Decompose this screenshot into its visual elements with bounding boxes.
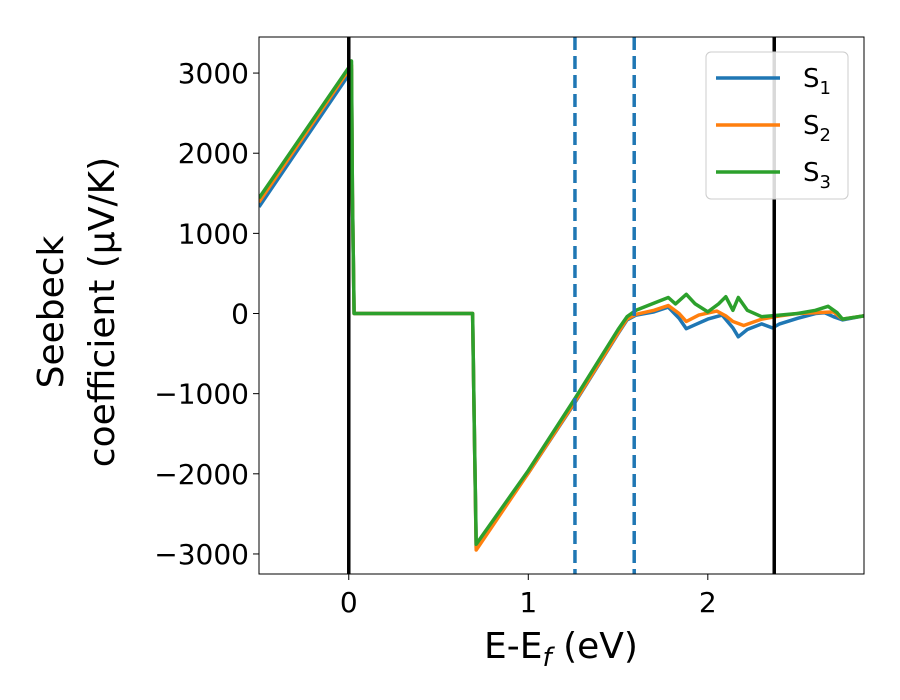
y-tick-label: 3000 [178, 57, 249, 90]
series-lines [259, 59, 864, 552]
y-axis-label-line-1: Seebeck [31, 235, 72, 388]
y-tick-label: −3000 [154, 538, 249, 571]
x-tick-label: 2 [699, 586, 717, 619]
y-axis-ticks: 3000 2000 1000 0 −1000 −2000 −3000 [154, 57, 259, 571]
x-tick-label: 0 [340, 586, 358, 619]
y-tick-label: −1000 [154, 378, 249, 411]
x-axis-ticks: 0 1 2 [340, 574, 717, 619]
y-tick-label: −2000 [154, 458, 249, 491]
y-tick-label: 1000 [178, 217, 249, 250]
x-tick-label: 1 [519, 586, 537, 619]
y-axis-label-line-2: coefficient (µV/K) [82, 157, 123, 467]
series-line-s3 [259, 59, 864, 547]
y-tick-label: 0 [231, 298, 249, 331]
y-axis-label: Seebeck coefficient (µV/K) [31, 157, 123, 467]
y-tick-label: 2000 [178, 137, 249, 170]
x-axis-label: E-Ef (eV) [484, 626, 638, 673]
plot-frame [258, 36, 865, 575]
